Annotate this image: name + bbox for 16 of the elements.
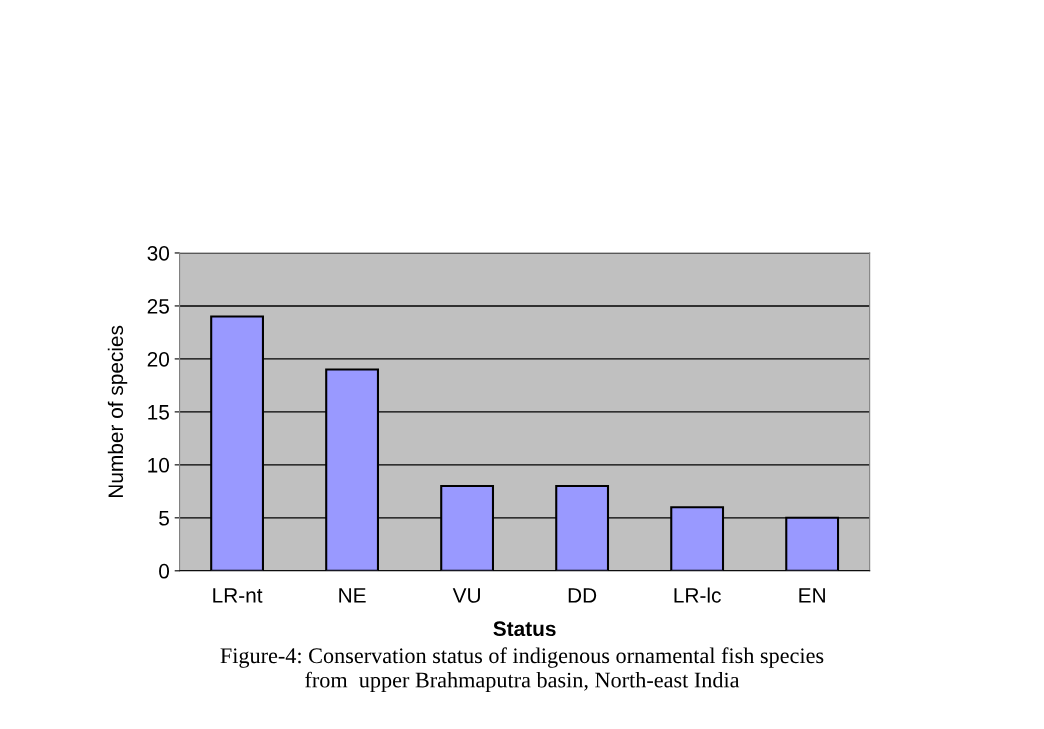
y-tick-label: 25: [147, 298, 169, 314]
x-tick-label: EN: [799, 588, 825, 603]
x-tick-label: LR-nt: [213, 588, 263, 603]
x-tick-label: VU: [452, 588, 480, 603]
y-tick-label: 15: [148, 405, 169, 420]
x-tick-label: DD: [568, 588, 597, 603]
y-tick-label: 5: [159, 511, 169, 526]
y-tick-label: 0: [159, 563, 170, 579]
y-tick-label: 20: [147, 351, 170, 367]
text: Figure-4: Conservation status of indigenous ornamental fish species from upper Brahmaputra basin, North-east India: [220, 647, 824, 693]
y-tick-label: 10: [148, 457, 170, 473]
y-axis-title: Number of species: [107, 325, 128, 498]
x-tick-label: LR-lc: [674, 587, 721, 603]
y-tick-label: 30: [147, 245, 170, 261]
x-tick-label: NE: [339, 588, 366, 603]
x-axis-title: Status: [493, 621, 556, 637]
